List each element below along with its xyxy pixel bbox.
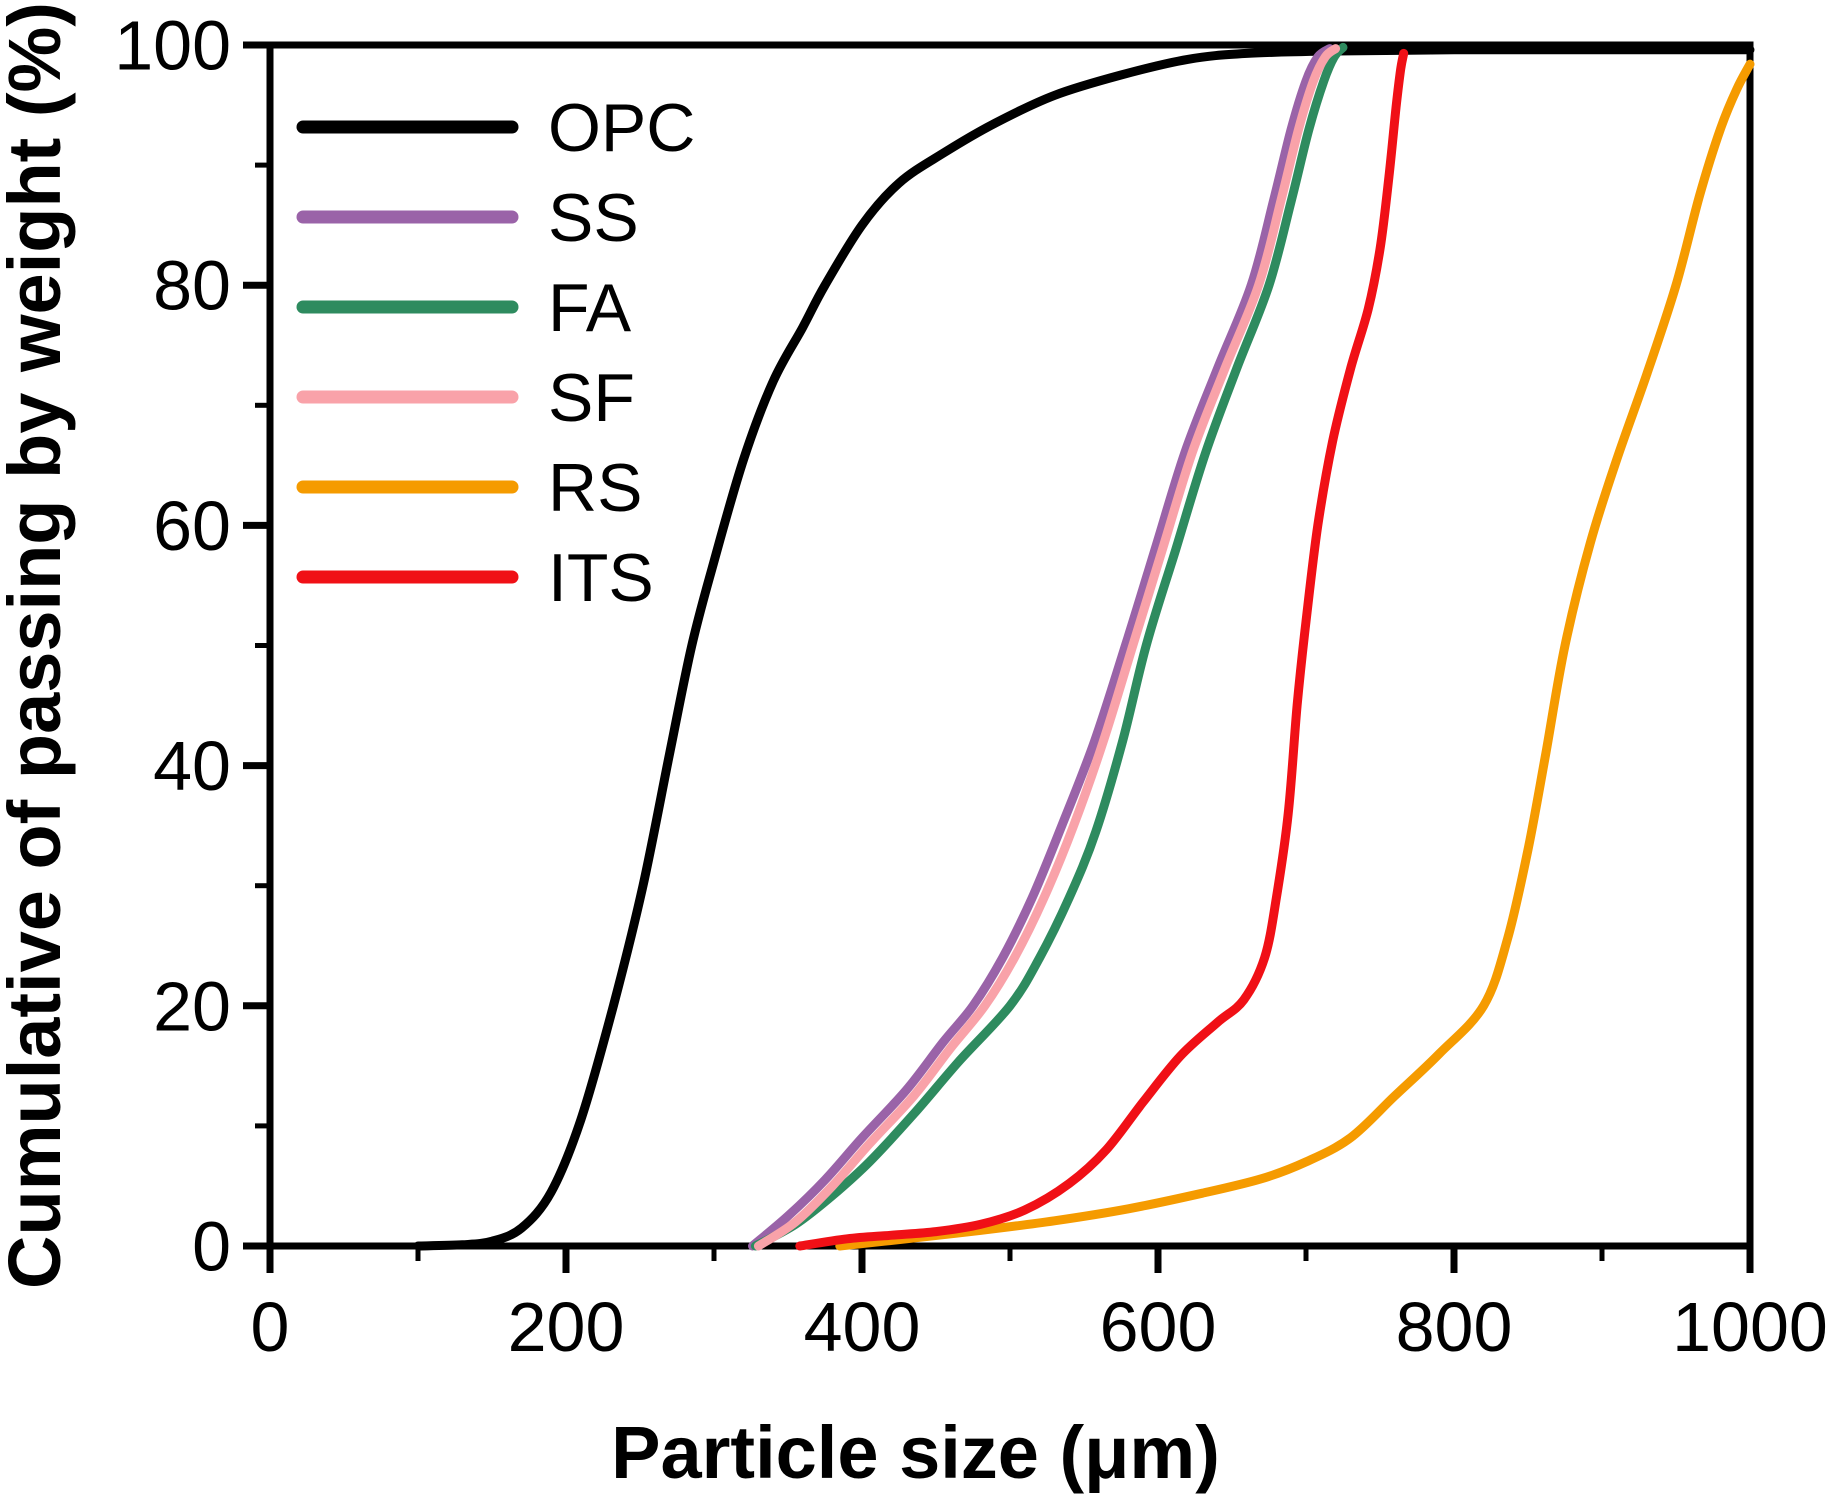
legend-label-ss: SS [548, 180, 639, 256]
series-line-ss [748, 44, 1335, 1251]
y-tick-label: 20 [153, 967, 231, 1045]
series-line-sf [753, 44, 1341, 1251]
plot-frame [266, 41, 1754, 1250]
legend-label-its: ITS [548, 540, 654, 616]
series-line-rs [835, 59, 1755, 1251]
x-tick-label: 200 [508, 1288, 625, 1366]
legend-label-opc: OPC [548, 90, 695, 166]
y-tick-label: 40 [153, 727, 231, 805]
y-tick-label: 60 [153, 487, 231, 565]
y-tick-label: 0 [192, 1208, 231, 1286]
x-tick-label: 800 [1396, 1288, 1513, 1366]
x-axis-label: Particle size (μm) [611, 1411, 1220, 1494]
legend-label-rs: RS [548, 450, 642, 526]
x-tick-label: 1000 [1672, 1288, 1828, 1366]
legend-label-sf: SF [548, 360, 635, 436]
x-tick-label: 600 [1100, 1288, 1217, 1366]
x-tick-label: 400 [804, 1288, 921, 1366]
series-line-its [795, 48, 1409, 1251]
x-tick-label: 0 [251, 1288, 290, 1366]
legend-label-fa: FA [548, 270, 632, 346]
y-tick-label: 100 [114, 7, 231, 85]
series-line-fa [750, 42, 1348, 1251]
y-tick-label: 80 [153, 247, 231, 325]
series-line-opc [413, 45, 1755, 1251]
y-axis-label: Cumulative of passing by weight (%) [0, 2, 76, 1289]
